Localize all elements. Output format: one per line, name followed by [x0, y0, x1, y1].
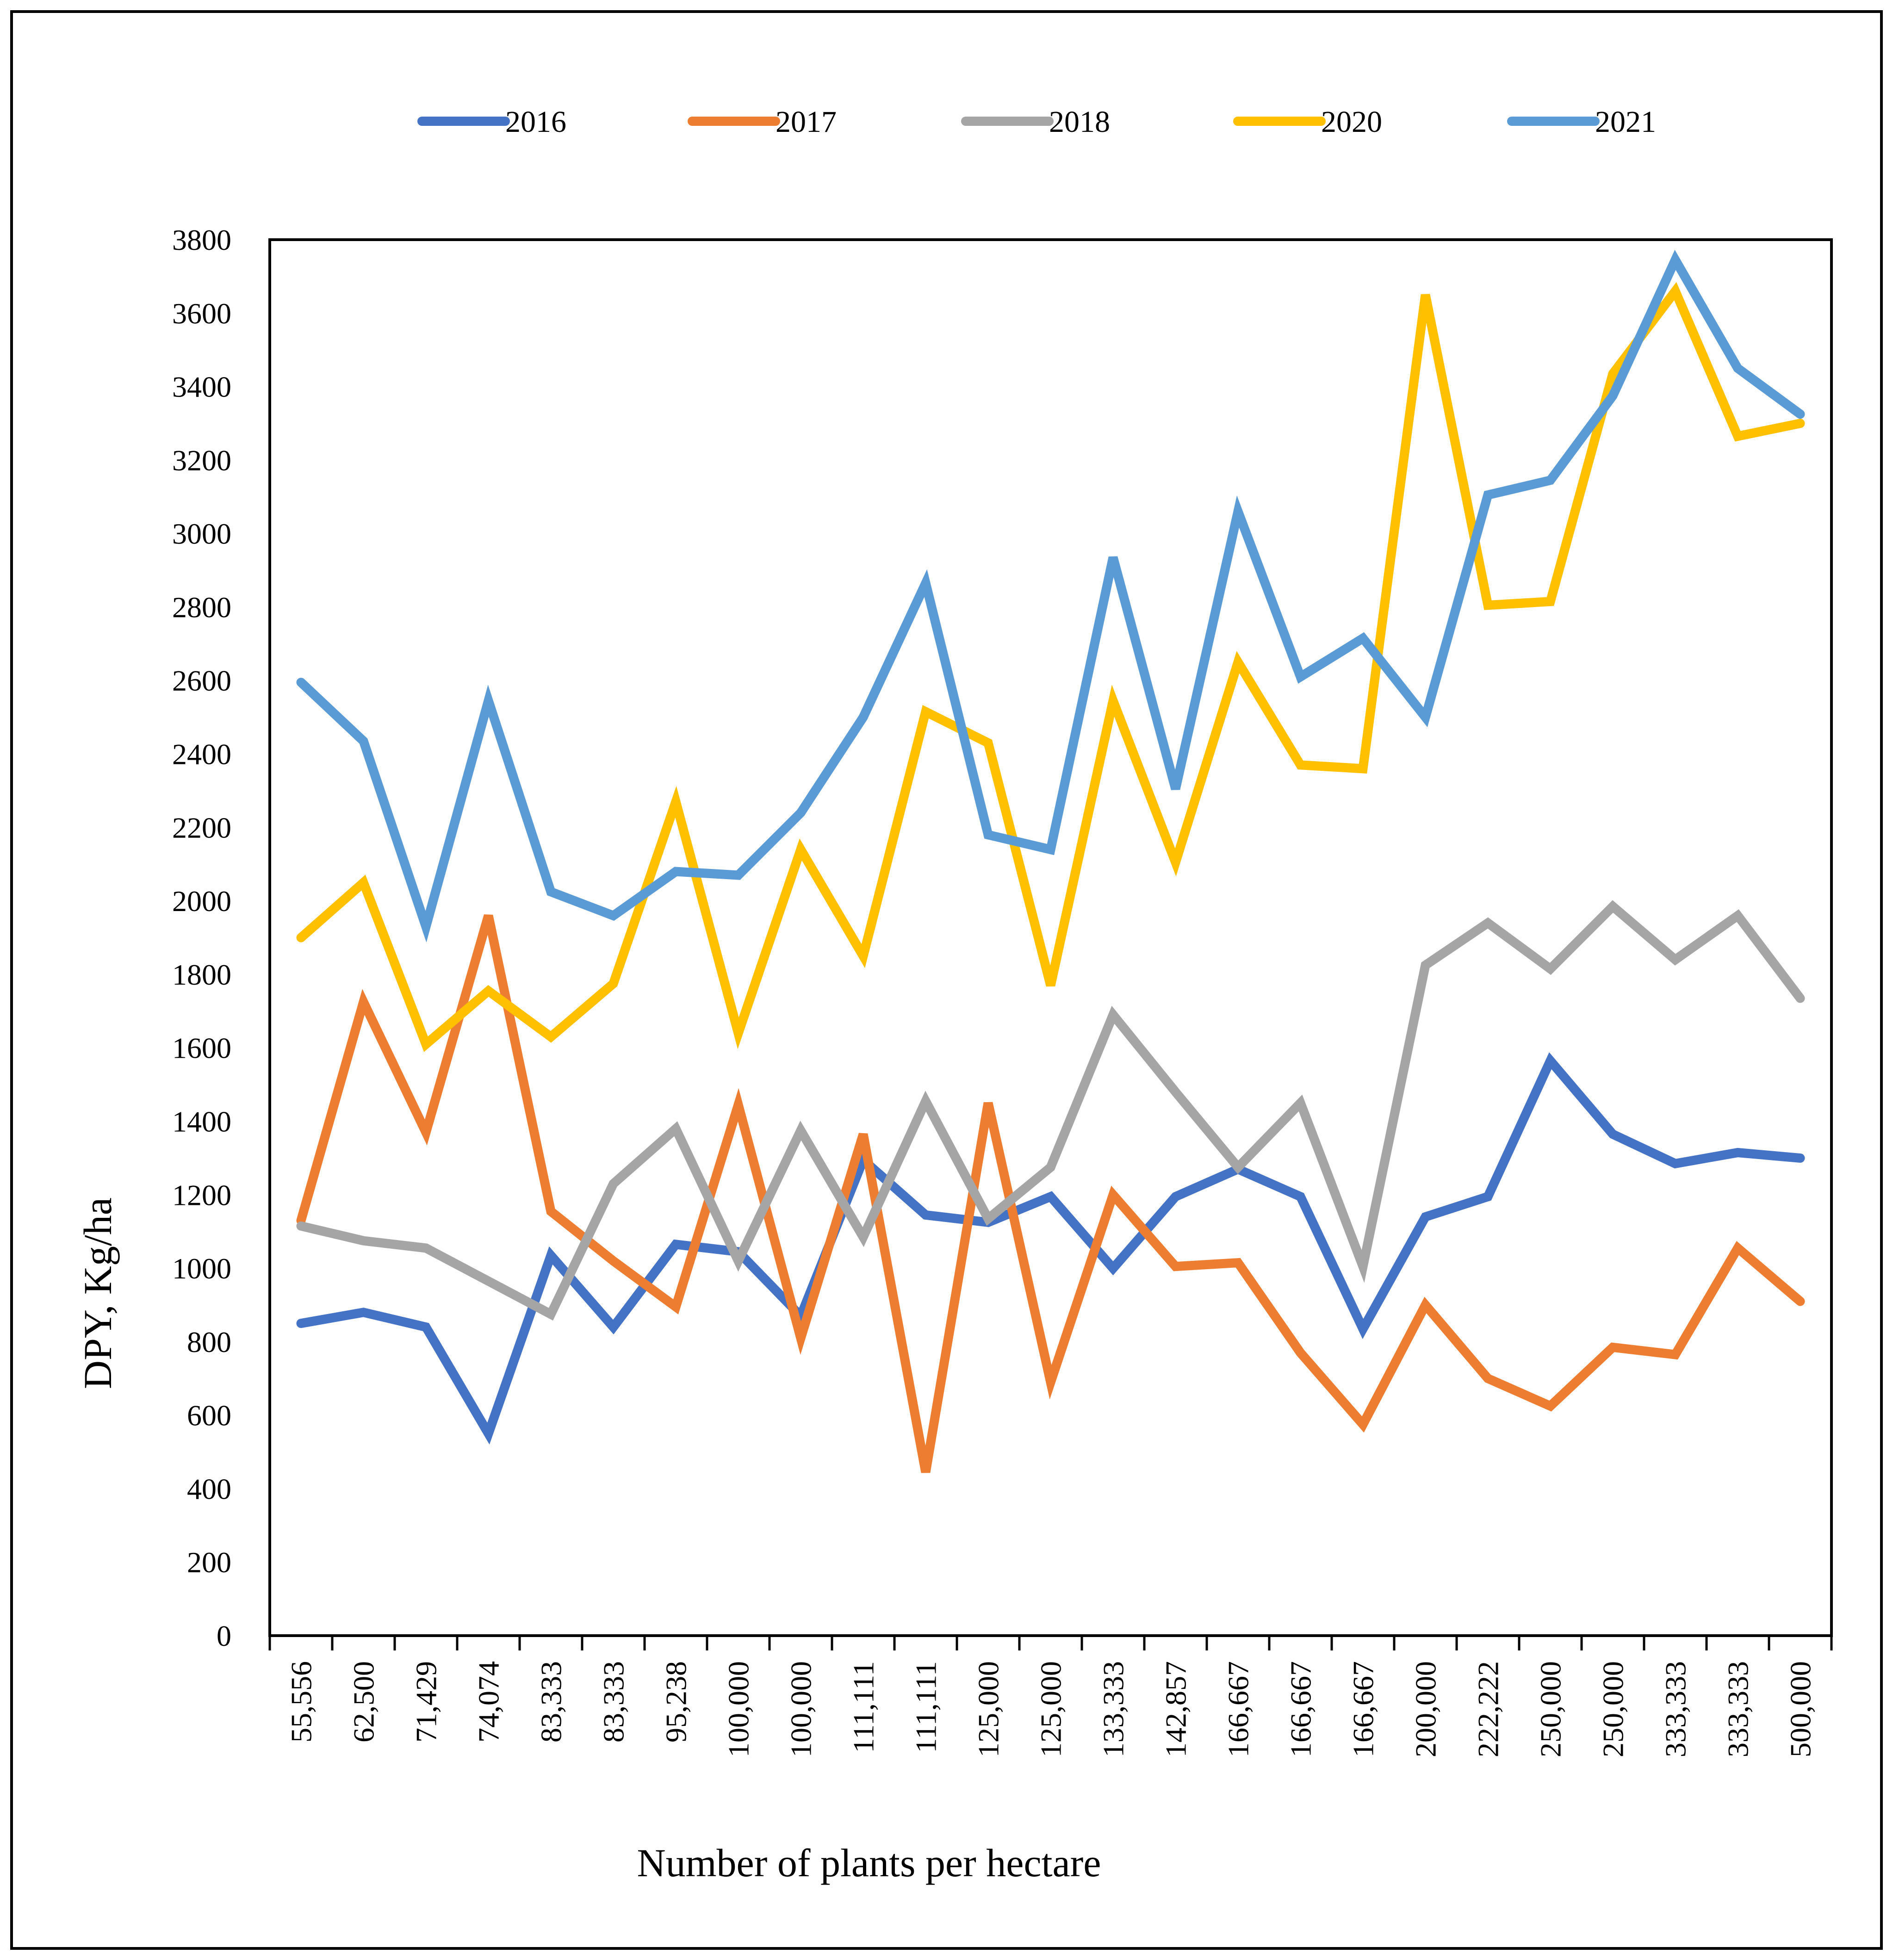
y-tick-label: 200 [187, 1546, 231, 1579]
x-tick-label: 166,667 [1285, 1661, 1317, 1757]
legend-item-2017: 2017 [688, 105, 837, 139]
legend-item-2021: 2021 [1507, 105, 1656, 139]
legend-item-2018: 2018 [961, 105, 1110, 139]
y-tick-label: 3800 [172, 223, 231, 256]
y-axis-title: DPY, Kg/ha [75, 1197, 120, 1389]
y-tick-label: 2000 [172, 885, 231, 918]
x-tick-label: 83,333 [535, 1661, 568, 1743]
series-line-2021 [296, 249, 1805, 943]
y-tick-label: 2800 [172, 591, 231, 624]
x-tick-label: 250,000 [1597, 1661, 1630, 1757]
y-tick-label: 2600 [172, 664, 231, 697]
y-tick-label: 0 [217, 1619, 231, 1652]
y-tick-label: 1400 [172, 1105, 231, 1138]
x-axis-title: Number of plants per hectare [637, 1841, 1101, 1885]
y-tick-label: 2200 [172, 811, 231, 844]
legend: 2016 2017 2018 2020 2021 [417, 105, 1656, 139]
x-tick-label: 100,000 [722, 1661, 755, 1757]
y-tick-label: 1200 [172, 1178, 231, 1211]
x-tick-label: 500,000 [1784, 1661, 1817, 1757]
legend-label: 2017 [776, 105, 837, 139]
x-tick-label: 200,000 [1409, 1661, 1442, 1757]
y-tick-label: 2400 [172, 738, 231, 771]
y-tick-label: 1000 [172, 1252, 231, 1285]
x-tick-label: 74,074 [472, 1661, 505, 1743]
legend-label: 2020 [1321, 105, 1382, 139]
series-line-2017 [296, 914, 1805, 1473]
legend-label: 2021 [1595, 105, 1656, 139]
y-tick-label: 400 [187, 1472, 231, 1505]
x-tick-label: 111,111 [910, 1661, 943, 1753]
x-tick-label: 95,238 [660, 1661, 693, 1743]
y-tick-label: 1600 [172, 1032, 231, 1065]
x-tick-label: 100,000 [785, 1661, 818, 1757]
y-tick-label: 600 [187, 1399, 231, 1432]
x-tick-label: 333,333 [1659, 1661, 1692, 1757]
x-tick-label: 55,556 [285, 1661, 318, 1743]
y-tick-label: 800 [187, 1326, 231, 1358]
y-tick-label: 3200 [172, 444, 231, 477]
x-tick-label: 62,500 [348, 1661, 380, 1743]
x-tick-label: 125,000 [972, 1661, 1005, 1757]
y-tick-label: 1800 [172, 958, 231, 991]
series-line-2020 [296, 282, 1805, 1052]
y-tick-label: 3400 [172, 371, 231, 403]
plot-area-border [268, 238, 1833, 1637]
y-tick-label: 3000 [172, 517, 231, 550]
x-tick-label: 111,111 [847, 1661, 880, 1753]
x-axis: 55,556 62,500 71,429 74,074 83,333 83,333 95,2… [268, 1636, 1833, 1757]
legend-label: 2016 [505, 105, 566, 139]
chart-frame [10, 10, 1883, 1950]
series-lines [296, 249, 1805, 1473]
x-tick-label: 125,000 [1035, 1661, 1068, 1757]
x-tick-label: 166,667 [1222, 1661, 1255, 1757]
x-tick-label: 166,667 [1347, 1661, 1380, 1757]
x-tick-label: 250,000 [1534, 1661, 1567, 1757]
series-line-2016 [296, 1052, 1805, 1445]
x-tick-label: 333,333 [1722, 1661, 1755, 1757]
y-axis: 0 200 400 600 800 1000 1200 1400 1600 1800 2000 220… [172, 223, 231, 1652]
x-tick-label: 142,857 [1160, 1661, 1192, 1757]
legend-label: 2018 [1049, 105, 1110, 139]
series-line-2018 [296, 900, 1805, 1321]
legend-item-2020: 2020 [1233, 105, 1382, 139]
x-tick-label: 71,429 [410, 1661, 443, 1743]
y-tick-label: 3600 [172, 297, 231, 330]
x-tick-label: 222,222 [1472, 1661, 1505, 1757]
legend-item-2016: 2016 [417, 105, 566, 139]
x-tick-label: 133,333 [1097, 1661, 1130, 1757]
x-tick-label: 83,333 [597, 1661, 630, 1743]
